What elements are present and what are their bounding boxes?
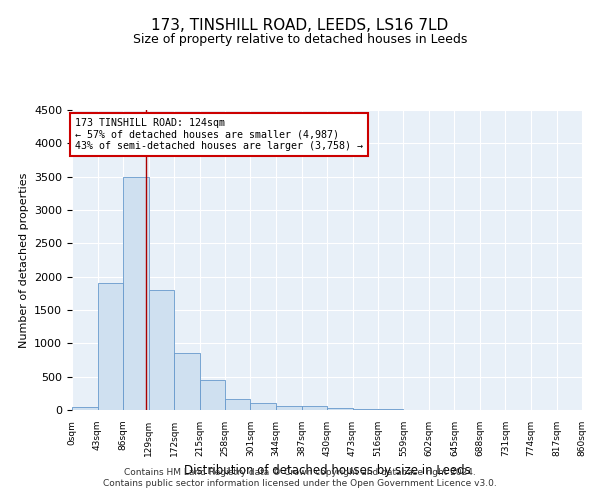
Bar: [276, 406, 302, 410]
Bar: [225, 400, 251, 410]
Bar: [302, 406, 327, 410]
Text: 173 TINSHILL ROAD: 124sqm
← 57% of detached houses are smaller (4,987)
43% of se: 173 TINSHILL ROAD: 124sqm ← 57% of detac…: [75, 118, 363, 151]
Bar: [353, 408, 378, 410]
Text: Size of property relative to detached houses in Leeds: Size of property relative to detached ho…: [133, 32, 467, 46]
Bar: [327, 408, 353, 410]
Text: 173, TINSHILL ROAD, LEEDS, LS16 7LD: 173, TINSHILL ROAD, LEEDS, LS16 7LD: [151, 18, 449, 32]
Bar: [199, 380, 225, 410]
X-axis label: Distribution of detached houses by size in Leeds: Distribution of detached houses by size …: [184, 464, 470, 477]
Bar: [149, 290, 174, 410]
Bar: [174, 354, 199, 410]
Bar: [72, 408, 97, 410]
Bar: [123, 176, 149, 410]
Y-axis label: Number of detached properties: Number of detached properties: [19, 172, 29, 348]
Bar: [251, 404, 276, 410]
Text: Contains HM Land Registry data © Crown copyright and database right 2024.
Contai: Contains HM Land Registry data © Crown c…: [103, 468, 497, 487]
Bar: [97, 284, 123, 410]
